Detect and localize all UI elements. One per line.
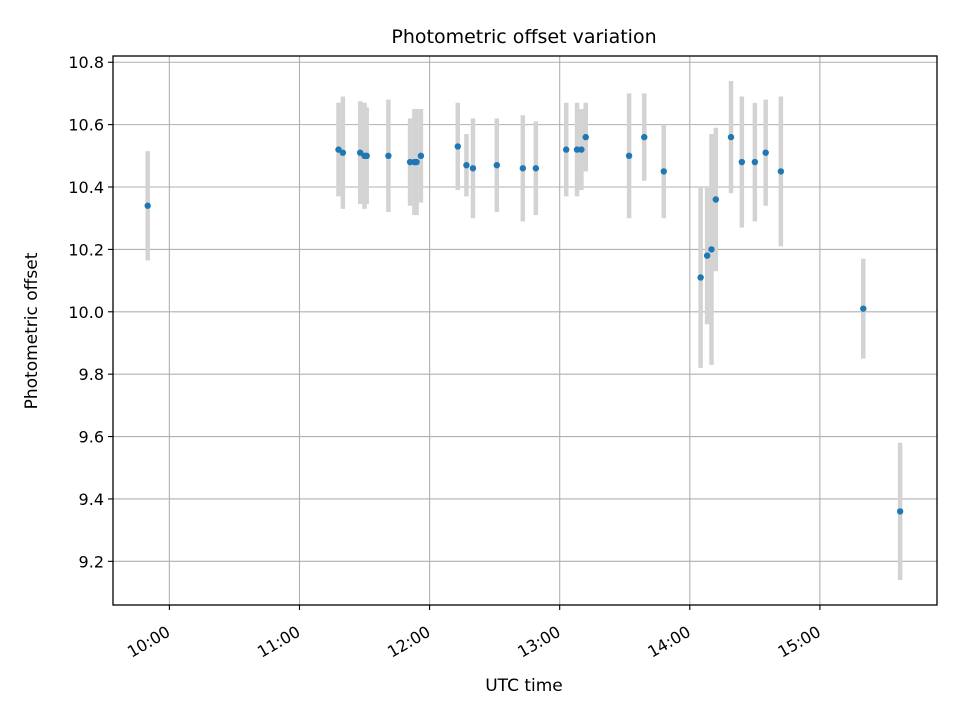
data-point <box>144 202 151 209</box>
chart-title: Photometric offset variation <box>391 26 656 48</box>
y-tick-label: 9.6 <box>79 428 104 447</box>
data-point <box>582 133 589 141</box>
data-point <box>454 143 461 150</box>
data-point <box>339 149 347 156</box>
y-tick-label: 10.2 <box>68 240 104 259</box>
y-axis-ticks: 9.2 9.4 9.6 9.8 10.0 10.2 10.4 10.6 10.8 <box>68 53 113 571</box>
data-point <box>641 133 648 141</box>
data-point <box>751 158 759 166</box>
data-point <box>703 252 711 259</box>
data-point <box>463 161 470 169</box>
data-point <box>738 158 746 166</box>
data-point <box>532 165 540 172</box>
data-point <box>777 168 785 175</box>
y-axis-label: Photometric offset <box>22 252 42 409</box>
plot-frame <box>112 55 938 606</box>
data-point <box>563 146 570 153</box>
y-tick-label: 9.4 <box>79 490 104 509</box>
data-point <box>708 246 715 253</box>
data-point <box>385 152 392 160</box>
data-point <box>625 152 633 160</box>
data-point <box>697 274 704 281</box>
y-tick-label: 10.0 <box>68 303 104 322</box>
data-point <box>578 146 585 153</box>
data-point <box>363 152 370 160</box>
data-point <box>413 158 420 166</box>
data-point <box>727 133 735 141</box>
data-point <box>860 305 867 312</box>
data-point <box>417 152 425 160</box>
x-axis-label: UTC time <box>485 676 563 696</box>
data-point <box>469 165 477 172</box>
data-point <box>493 161 501 169</box>
y-tick-label: 10.6 <box>68 116 104 135</box>
data-point <box>896 508 904 515</box>
data-point <box>519 165 527 172</box>
data-point <box>712 196 720 203</box>
data-points <box>144 133 904 515</box>
data-point <box>762 149 769 156</box>
data-point <box>660 168 667 175</box>
y-tick-label: 9.2 <box>79 552 104 571</box>
y-tick-label: 10.8 <box>68 53 104 72</box>
y-tick-label: 10.4 <box>68 178 104 197</box>
y-tick-label: 9.8 <box>79 365 104 384</box>
